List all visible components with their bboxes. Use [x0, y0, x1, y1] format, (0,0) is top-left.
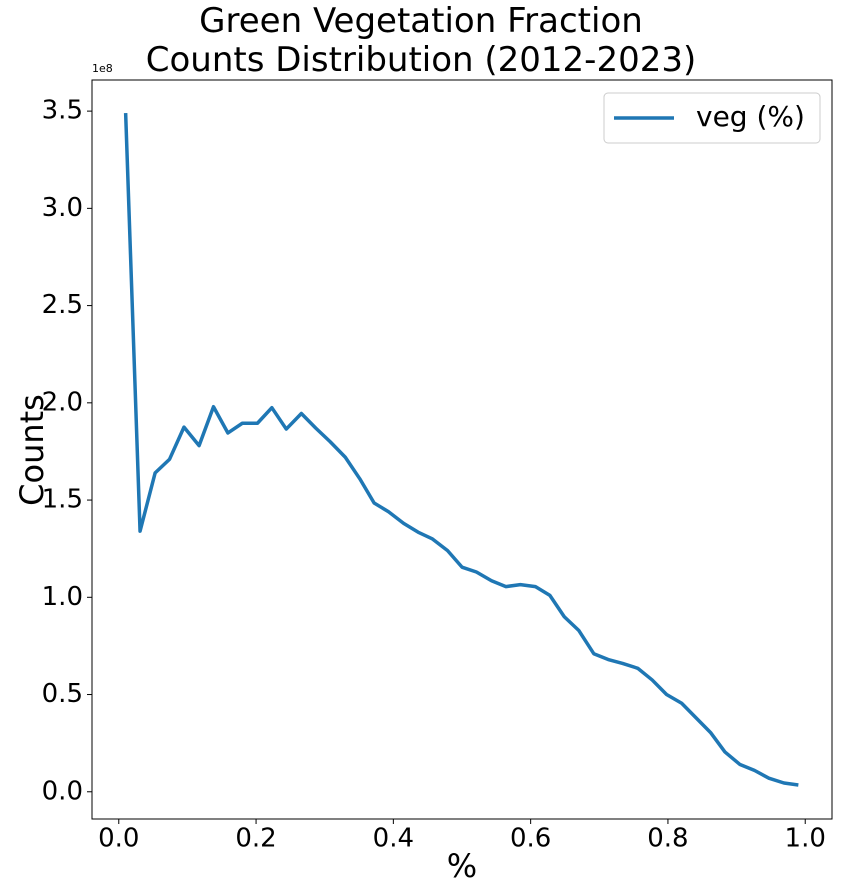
x-tick-label: 0.0 — [98, 824, 139, 854]
y-axis-label: Counts — [13, 394, 51, 506]
line — [123, 112, 799, 787]
y-tick-label: 2.0 — [42, 387, 83, 417]
x-tick-label: 0.4 — [373, 824, 414, 854]
x-tick-label: 0.2 — [235, 824, 276, 854]
legend-box — [603, 92, 821, 144]
y-tick-label: 3.0 — [42, 193, 83, 223]
y-tick-label: 2.5 — [42, 290, 83, 320]
x-tick-label: 1.0 — [785, 824, 826, 854]
y-tick-label: 0.0 — [42, 776, 83, 806]
y-tick-label: 1.5 — [42, 485, 83, 515]
chart-title: Green Vegetation Fraction Counts Distrib… — [145, 1, 697, 80]
x-axis-label: % — [447, 847, 477, 885]
y-tick-label: 0.5 — [42, 679, 83, 709]
legend: veg (%) — [603, 92, 821, 144]
x-tick-label: 0.6 — [510, 824, 551, 854]
x-tick-label: 0.8 — [647, 824, 688, 854]
legend-label: veg (%) — [696, 100, 805, 133]
y-tick-label: 3.5 — [42, 96, 83, 126]
plot-frame — [91, 79, 833, 820]
offset-text: 1e8 — [92, 62, 113, 75]
y-tick-label: 1.0 — [42, 582, 83, 612]
